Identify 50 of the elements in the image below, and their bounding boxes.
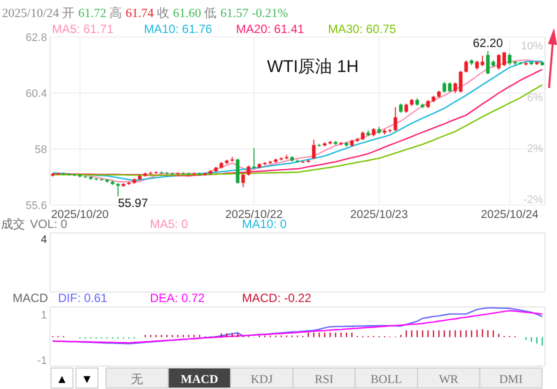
candlestick [508, 52, 512, 66]
candlestick [458, 70, 462, 94]
y-tick-label: -1 [37, 354, 47, 367]
annotation: 62.20 [472, 36, 504, 50]
candlestick [241, 173, 245, 188]
text: MA5: 61.71 [52, 22, 114, 36]
text: BOLL [370, 372, 402, 386]
text: 4 [40, 234, 47, 246]
candlestick [252, 148, 256, 170]
annotation: 55.97 [118, 196, 148, 210]
candlestick [116, 182, 120, 197]
candlestick [312, 139, 316, 160]
candlestick [448, 82, 452, 93]
text: 2025/10/24 开 61.72 高 61.74 收 61.60 低 61.57 -0.21% [2, 6, 288, 20]
candlestick [453, 82, 458, 94]
text: MA5: 0 [150, 217, 188, 231]
y-tick-label: 1 [40, 309, 47, 322]
candlestick [246, 165, 250, 176]
y-tick-label: 62.8 [26, 32, 47, 44]
text: ▲ [56, 372, 68, 386]
candlestick [486, 50, 490, 75]
text: WR [438, 372, 458, 386]
candlestick [236, 158, 240, 184]
text: KDJ [250, 372, 274, 386]
text: MA20: 61.41 [236, 22, 304, 36]
text: 成交 [1, 217, 25, 231]
text: MA10: 61.76 [144, 22, 212, 36]
y-tick-label: 60.4 [26, 88, 47, 100]
candlestick [496, 54, 501, 70]
y-tick-label: 55.6 [26, 200, 47, 212]
candlestick [394, 106, 398, 132]
x-tick-label: 2025/10/23 [350, 209, 408, 221]
candlestick [464, 60, 468, 73]
text: DIF: 0.61 [58, 291, 108, 305]
text: MACD: -0.22 [242, 291, 312, 305]
y-tick-label: 58 [34, 144, 47, 156]
text: RSI [314, 372, 334, 386]
text: WTI原油 1H [267, 57, 359, 76]
candlestick [404, 103, 408, 114]
candlestick [399, 103, 403, 114]
x-tick-label: 2025/10/24 [480, 209, 540, 221]
text: 无 [131, 372, 144, 386]
text: MA30: 60.75 [328, 22, 396, 36]
chart-title: MACD [12, 291, 48, 305]
text: MACD [180, 372, 218, 386]
candlestick [502, 52, 506, 67]
text: ▼ [81, 372, 93, 386]
text: DMI [499, 372, 523, 386]
text: DEA: 0.72 [150, 291, 206, 305]
candlestick [442, 81, 446, 94]
